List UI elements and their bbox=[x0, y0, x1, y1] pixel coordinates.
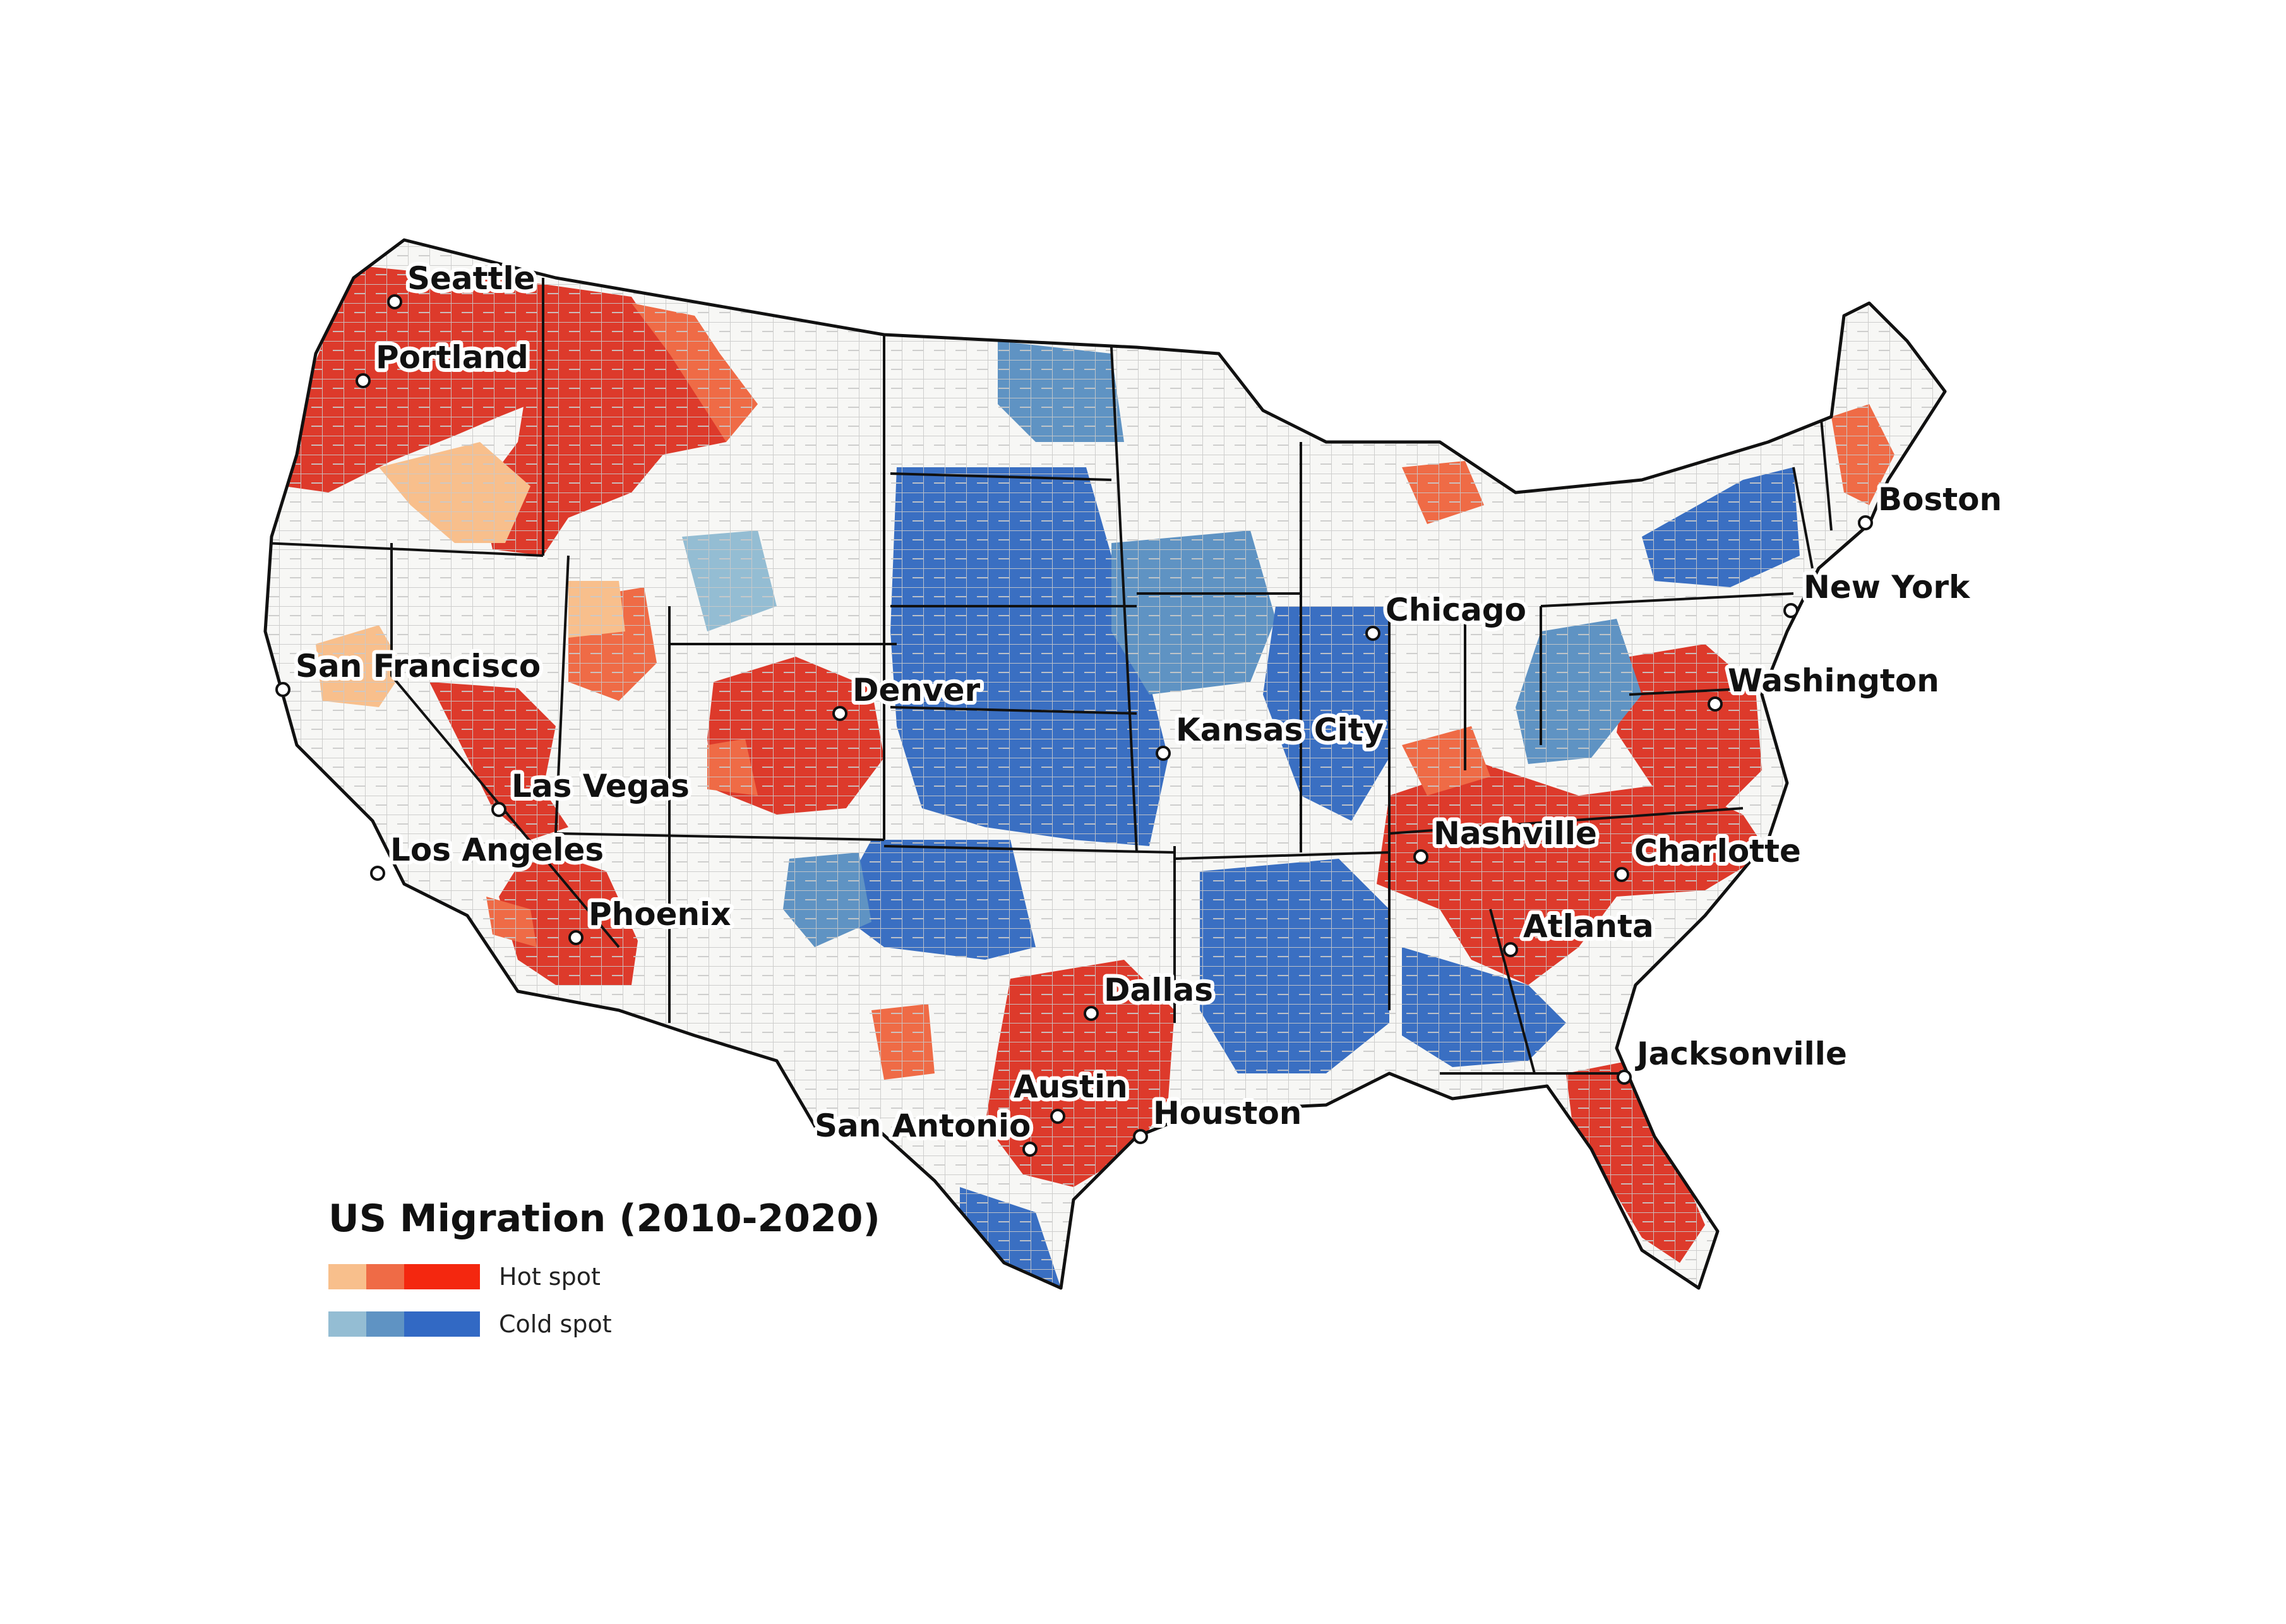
city-label-los-angeles: Los Angeles bbox=[390, 832, 604, 868]
city-dot-new-york bbox=[1783, 603, 1798, 618]
city-dot-jacksonville bbox=[1617, 1070, 1632, 1085]
legend-label-hot: Hot spot bbox=[499, 1263, 601, 1291]
map-legend: US Migration (2010-2020) Hot spot Cold s… bbox=[328, 1197, 960, 1361]
swatch-hot-light bbox=[328, 1264, 366, 1289]
city-dot-austin bbox=[1050, 1109, 1065, 1124]
swatch-cold-mid bbox=[366, 1311, 404, 1337]
city-dot-boston bbox=[1858, 515, 1873, 530]
state-line bbox=[1174, 851, 1390, 860]
swatch-cold-strong bbox=[404, 1311, 480, 1337]
city-label-houston: Houston bbox=[1153, 1095, 1302, 1131]
city-label-san-francisco: San Francisco bbox=[296, 648, 541, 684]
state-line bbox=[1629, 687, 1756, 696]
swatch-hot-strong bbox=[404, 1264, 480, 1289]
city-dot-los-angeles bbox=[370, 866, 385, 881]
state-line bbox=[883, 845, 1175, 854]
legend-title: US Migration (2010-2020) bbox=[328, 1197, 880, 1241]
city-label-atlanta: Atlanta bbox=[1523, 908, 1654, 945]
city-label-phoenix: Phoenix bbox=[589, 896, 731, 933]
city-dot-phoenix bbox=[568, 930, 583, 945]
city-dot-portland bbox=[356, 373, 371, 388]
us-outline-stroke bbox=[263, 238, 1947, 1290]
legend-label-cold: Cold spot bbox=[499, 1310, 612, 1338]
city-dot-san-francisco bbox=[275, 682, 290, 697]
county-lines bbox=[265, 240, 1945, 1288]
swatch-cold-light bbox=[328, 1311, 366, 1337]
city-dot-houston bbox=[1133, 1129, 1148, 1144]
city-dot-chicago bbox=[1365, 626, 1380, 641]
state-line bbox=[1489, 909, 1536, 1074]
city-dot-san-antonio bbox=[1022, 1142, 1038, 1157]
city-label-portland: Portland bbox=[376, 339, 529, 376]
city-label-san-antonio: San Antonio bbox=[815, 1108, 1031, 1144]
city-dot-denver bbox=[832, 706, 847, 721]
city-label-kansas-city: Kansas City bbox=[1176, 712, 1384, 748]
state-line bbox=[390, 543, 620, 948]
city-label-dallas: Dallas bbox=[1104, 972, 1213, 1008]
swatch-hot-mid bbox=[366, 1264, 404, 1289]
state-line bbox=[890, 472, 1112, 481]
city-label-jacksonville: Jacksonville bbox=[1635, 1036, 1847, 1072]
state-line bbox=[890, 706, 1137, 715]
city-label-charlotte: Charlotte bbox=[1634, 833, 1801, 869]
legend-row-cold: Cold spot bbox=[328, 1310, 612, 1338]
state-line bbox=[554, 555, 570, 834]
city-dot-nashville bbox=[1413, 849, 1428, 864]
state-line bbox=[265, 542, 544, 557]
state-line bbox=[1540, 592, 1794, 607]
city-dot-atlanta bbox=[1503, 942, 1518, 957]
city-dot-washington bbox=[1708, 696, 1723, 712]
city-label-denver: Denver bbox=[853, 672, 981, 708]
city-markers: Seattle Portland San Francisco Las Vegas… bbox=[275, 256, 2006, 1157]
state-line bbox=[555, 832, 885, 841]
state-line bbox=[1792, 467, 1814, 569]
city-dot-kansas-city bbox=[1156, 746, 1171, 761]
state-line bbox=[1110, 347, 1138, 853]
city-dot-las-vegas bbox=[491, 802, 506, 817]
city-label-seattle: Seattle bbox=[407, 260, 536, 297]
city-label-las-vegas: Las Vegas bbox=[512, 768, 690, 804]
city-label-austin: Austin bbox=[1014, 1068, 1128, 1105]
state-line bbox=[1389, 807, 1744, 835]
city-label-nashville: Nashville bbox=[1433, 815, 1597, 852]
city-dot-charlotte bbox=[1614, 867, 1629, 882]
city-label-new-york: New York bbox=[1804, 569, 1971, 606]
city-dot-dallas bbox=[1084, 1006, 1099, 1021]
city-label-chicago: Chicago bbox=[1385, 592, 1526, 628]
legend-row-hot: Hot spot bbox=[328, 1263, 601, 1291]
city-label-boston: Boston bbox=[1878, 481, 2002, 518]
city-dot-seattle bbox=[387, 294, 402, 309]
city-label-washington: Washington bbox=[1728, 662, 1939, 699]
